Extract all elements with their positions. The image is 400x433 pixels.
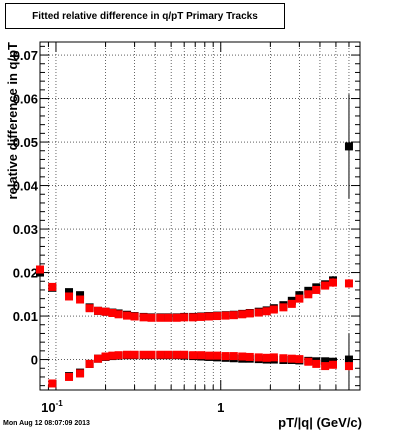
series-3 [48,350,353,388]
data-point [36,265,44,274]
data-point [76,369,85,378]
data-point [321,281,330,290]
y-tick-label: 0.03 [13,222,38,237]
data-point [156,350,165,359]
data-point [101,352,110,361]
data-point [321,362,330,371]
data-point [139,350,148,359]
data-point [101,307,110,316]
y-tick-label: 0.07 [13,48,38,63]
data-point [156,313,165,322]
data-point [139,313,148,322]
data-point [108,309,117,318]
data-point [221,311,230,320]
data-point [189,313,198,322]
data-point [238,310,247,319]
data-point [245,352,254,361]
data-point [76,291,85,300]
y-tick-label: 0.05 [13,135,38,150]
y-axis-label: relative difference in q/pT [5,42,20,200]
data-point [279,303,288,312]
data-point [123,311,132,320]
data-point [344,355,353,364]
data-point [197,312,206,321]
data-point [287,299,296,308]
x-tick-label: 10-1 [41,399,63,415]
data-point [344,142,353,151]
data-point [189,351,198,360]
data-point [172,350,181,359]
y-tick-label: 0.06 [13,92,38,107]
data-point [197,351,206,360]
y-tick-label: 0 [31,353,38,368]
data-point [48,379,57,388]
data-point [269,353,278,362]
data-point [94,306,103,315]
data-point [295,355,304,364]
data-point [180,350,189,359]
plot-frame [39,41,361,391]
data-point [65,288,74,297]
data-point [344,279,353,288]
data-point [205,351,214,360]
data-point [48,282,57,291]
data-point [254,353,263,362]
data-point [287,354,296,363]
data-point [94,354,103,363]
data-point [114,310,123,319]
series-1 [36,265,353,322]
data-point [344,362,353,371]
data-point [229,311,238,320]
axis-labels: relative difference in q/pT pT/|q| (GeV/… [5,42,362,430]
data-point [213,351,222,360]
data-point [229,352,238,361]
data-point [147,313,156,322]
data-point [85,359,94,368]
data-point [238,352,247,361]
data-point [65,372,74,381]
data-point [147,350,156,359]
y-tick-label: 0.01 [13,309,38,324]
data-point [312,359,321,368]
data-point [262,353,271,362]
data-point [130,312,139,321]
data-point [221,352,230,361]
data-point [213,312,222,321]
data-point [304,290,313,299]
data-point [312,285,321,294]
data-point [85,304,94,313]
data-point [321,357,330,366]
data-point [329,360,338,369]
data-point [65,292,74,301]
data-point [329,278,338,287]
chart-title: Fitted relative difference in q/pT Prima… [5,3,285,29]
data-point [76,295,85,304]
data-point [205,312,214,321]
grid [39,42,361,390]
data-point [123,350,132,359]
data-point [279,354,288,363]
data-marks [36,94,353,388]
data-point [304,357,313,366]
data-point [295,294,304,303]
data-point [130,350,139,359]
data-point [172,313,181,322]
y-tick-label: 0.02 [13,266,38,281]
axes: 0 0.01 0.02 0.03 0.04 0.05 0.06 0.07 10-1 1 [13,42,361,415]
x-tick-label: 1 [217,400,224,415]
data-point [108,351,117,360]
y-tick-label: 0.04 [13,179,39,194]
x-axis-label: pT/|q| (GeV/c) [278,415,362,430]
data-point [164,313,173,322]
data-point [245,309,254,318]
data-point [164,350,173,359]
data-point [262,307,271,316]
data-point [180,313,189,322]
data-point [114,351,123,360]
timestamp-label: Mon Aug 12 08:07:09 2013 [3,420,90,427]
data-point [254,308,263,317]
data-point [269,305,278,314]
series-0 [36,94,353,322]
